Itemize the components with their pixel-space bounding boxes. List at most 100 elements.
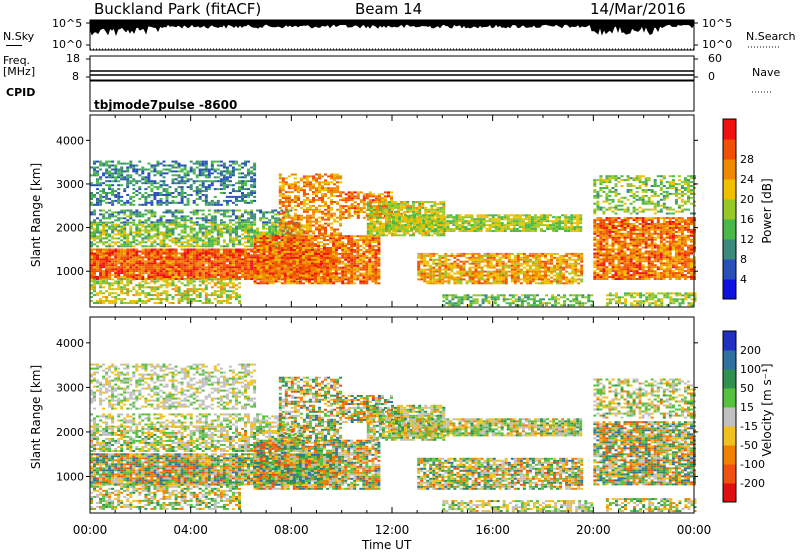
data-cell <box>198 300 202 302</box>
data-cell <box>412 202 416 205</box>
data-cell <box>141 172 145 175</box>
data-cell <box>213 176 217 179</box>
data-cell <box>362 264 366 267</box>
data-cell <box>165 276 169 278</box>
data-cell <box>377 272 381 275</box>
data-cell <box>262 245 266 247</box>
data-cell <box>241 213 244 216</box>
data-cell <box>359 252 363 255</box>
data-cell <box>198 188 202 191</box>
data-cell <box>96 245 99 248</box>
data-cell <box>256 227 260 230</box>
data-cell <box>99 176 103 179</box>
data-cell <box>247 254 250 257</box>
data-cell <box>150 258 154 261</box>
data-cell <box>278 175 282 178</box>
data-cell <box>333 191 337 194</box>
data-cell <box>281 220 285 223</box>
data-cell <box>374 262 378 265</box>
data-cell <box>324 201 327 203</box>
data-cell <box>168 258 172 261</box>
data-cell <box>277 272 281 275</box>
data-cell <box>198 190 202 193</box>
data-cell <box>241 223 244 226</box>
data-cell <box>344 201 348 204</box>
data-cell <box>314 264 317 267</box>
data-cell <box>271 258 275 261</box>
data-cell <box>253 278 257 281</box>
data-cell <box>153 272 157 275</box>
data-cell <box>327 181 331 184</box>
data-cell <box>177 170 181 173</box>
data-cell <box>330 173 334 176</box>
data-cell <box>314 258 317 261</box>
data-cell <box>204 190 208 193</box>
data-cell <box>225 258 229 261</box>
data-cell <box>216 300 220 302</box>
data-cell <box>222 239 226 242</box>
data-cell <box>108 274 112 277</box>
top-panels <box>86 19 780 112</box>
data-cell <box>126 201 130 204</box>
data-cell <box>114 225 118 228</box>
data-cell <box>341 199 345 202</box>
data-cell <box>93 290 96 293</box>
data-cell <box>192 182 196 185</box>
data-cell <box>311 278 314 281</box>
data-cell <box>341 213 345 215</box>
data-cell <box>286 243 290 246</box>
data-cell <box>318 177 321 180</box>
data-cell <box>180 195 184 198</box>
data-cell <box>186 241 190 244</box>
data-cell <box>180 182 184 185</box>
data-cell <box>271 274 275 277</box>
data-cell <box>159 219 163 222</box>
data-cell <box>262 221 266 224</box>
data-cell <box>281 189 285 192</box>
data-cell <box>259 260 263 263</box>
data-cell <box>274 266 278 269</box>
data-cell <box>165 231 169 234</box>
data-cell <box>365 266 369 269</box>
data-cell <box>189 258 193 261</box>
data-cell <box>126 245 130 248</box>
data-cell <box>174 221 178 224</box>
data-cell <box>126 194 130 196</box>
data-cell <box>238 235 241 238</box>
data-cell <box>304 256 308 259</box>
data-cell <box>268 237 272 240</box>
data-cell <box>250 186 254 189</box>
data-cell <box>350 241 354 244</box>
data-cell <box>141 203 145 206</box>
data-cell <box>222 162 226 165</box>
data-cell <box>293 173 297 176</box>
data-cell <box>228 235 232 238</box>
data-cell <box>338 256 342 259</box>
data-cell <box>135 243 139 246</box>
data-cell <box>171 170 175 173</box>
data-cell <box>126 178 130 181</box>
data-cell <box>135 260 139 263</box>
data-cell <box>385 208 388 211</box>
data-cell <box>333 230 337 233</box>
data-cell <box>189 211 193 214</box>
data-cell <box>117 286 121 289</box>
data-cell <box>318 199 321 201</box>
data-cell <box>324 202 327 205</box>
data-cell <box>165 225 169 228</box>
data-cell <box>153 245 157 248</box>
data-cell <box>156 192 160 194</box>
data-cell <box>189 219 193 222</box>
data-cell <box>123 233 127 236</box>
data-cell <box>207 268 211 271</box>
data-cell <box>207 252 211 255</box>
data-cell <box>159 294 163 297</box>
data-cell <box>213 217 217 220</box>
data-cell <box>231 168 235 171</box>
data-cell <box>222 178 226 181</box>
data-cell <box>365 250 369 253</box>
data-cell <box>114 195 118 198</box>
data-cell <box>377 203 381 206</box>
data-cell <box>324 230 327 233</box>
data-cell <box>138 223 142 226</box>
